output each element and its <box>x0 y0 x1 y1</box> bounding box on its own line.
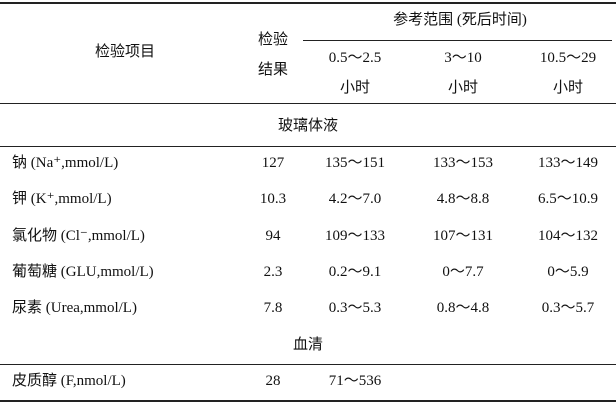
table-cell: 104～132 <box>537 228 599 244</box>
header-cell: 检验项目 <box>94 44 156 60</box>
section-title: 玻璃体液 <box>277 118 339 134</box>
table-cell: 107～131 <box>432 228 494 244</box>
table-cell: 钾 (K⁺,mmol/L) <box>12 191 112 207</box>
rule <box>0 146 616 147</box>
sub-header: 10.5～29 <box>539 50 597 66</box>
table-cell: 氯化物 (Cl⁻,mmol/L) <box>12 228 145 244</box>
table-cell: 127 <box>261 155 285 171</box>
sub-header: 3～10 <box>444 50 482 66</box>
sub-header: 0.5～2.5 <box>328 50 382 66</box>
rule <box>0 400 616 402</box>
table-cell: 133～153 <box>432 155 494 171</box>
table-cell: 0.2～9.1 <box>328 264 382 280</box>
header-cell: 检验结果 <box>257 32 288 78</box>
sub-header: 小时 <box>339 80 371 96</box>
rule <box>0 364 616 365</box>
table-cell: 0～5.9 <box>547 264 589 280</box>
table-cell: 0.8～4.8 <box>436 300 490 316</box>
header-cell: 参考范围 (死后时间) <box>393 12 527 28</box>
rule <box>303 40 612 41</box>
table-cell: 0.3～5.7 <box>541 300 595 316</box>
table-cell: 葡萄糖 (GLU,mmol/L) <box>12 264 154 280</box>
table-cell: 钠 (Na⁺,mmol/L) <box>12 155 119 171</box>
section-title: 血清 <box>292 337 324 353</box>
table-cell: 28 <box>265 373 281 389</box>
table-cell: 0.3～5.3 <box>328 300 382 316</box>
table-cell: 109～133 <box>324 228 386 244</box>
sub-header: 小时 <box>447 80 479 96</box>
table-cell: 0～7.7 <box>442 264 484 280</box>
table-cell: 133～149 <box>537 155 599 171</box>
table-cell: 7.8 <box>263 300 283 316</box>
sub-header: 小时 <box>552 80 584 96</box>
table-cell: 10.3 <box>259 191 287 207</box>
table-cell: 皮质醇 (F,nmol/L) <box>12 373 126 389</box>
table-cell: 4.8～8.8 <box>436 191 490 207</box>
rule <box>0 103 616 104</box>
table-cell: 4.2～7.0 <box>328 191 382 207</box>
table-cell: 2.3 <box>263 264 283 280</box>
table-cell: 94 <box>265 228 281 244</box>
rule <box>0 2 616 4</box>
table-cell: 71～536 <box>328 373 382 389</box>
table-cell: 6.5～10.9 <box>537 191 599 207</box>
table-cell: 尿素 (Urea,mmol/L) <box>12 300 137 316</box>
table-cell: 135～151 <box>324 155 386 171</box>
